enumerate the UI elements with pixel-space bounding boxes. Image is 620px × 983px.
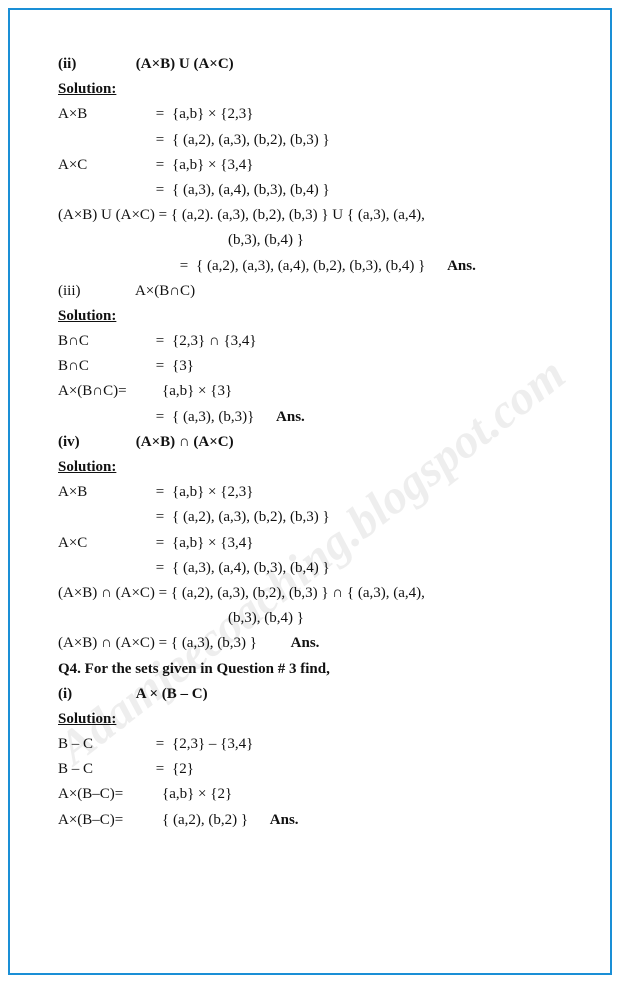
part-iv-header: (iv) (A×B) ∩ (A×C) — [58, 430, 570, 455]
lhs: B∩C — [58, 329, 148, 354]
equals-sign: = — [148, 556, 172, 581]
part-ii-header: (ii) (A×B) U (A×C) — [58, 52, 570, 77]
equals-sign: = — [172, 254, 196, 279]
rhs-text: { (a,2), (a,3), (a,4), (b,2), (b,3), (b,… — [196, 258, 425, 274]
math-row: A×(B∩C)= {a,b} × {3} — [58, 379, 570, 404]
equals-sign: = — [148, 732, 172, 757]
equals-sign: = — [148, 531, 172, 556]
rhs: {a,b} × {3} — [162, 379, 570, 404]
part-ii-expr: (A×B) U (A×C) — [136, 56, 234, 72]
part-iii-num: (iii) — [58, 279, 132, 304]
ans-label: Ans. — [270, 812, 299, 828]
q4-part-i-header: (i) A × (B – C) — [58, 682, 570, 707]
lhs: A×B — [58, 102, 148, 127]
rhs: {a,b} × {3,4} — [172, 153, 570, 178]
lhs: A×(B–C)= — [58, 782, 162, 807]
page-wrap: Adamjeecoaching.blogspot.com (ii) (A×B) … — [0, 0, 620, 983]
math-row: A×C = {a,b} × {3,4} — [58, 531, 570, 556]
equals-sign: = — [148, 329, 172, 354]
math-row: (A×B) U (A×C) = { (a,2). (a,3), (b,2), (… — [58, 203, 570, 228]
equals-sign: = — [148, 354, 172, 379]
math-row: = { (a,2), (a,3), (b,2), (b,3) } — [58, 505, 570, 530]
rhs-text: { (a,2), (b,2) } — [162, 812, 248, 828]
lhs: A×C — [58, 153, 148, 178]
math-row-cont: (b,3), (b,4) } — [58, 606, 570, 631]
equals-sign: = — [148, 178, 172, 203]
rhs: {a,b} × {2,3} — [172, 480, 570, 505]
equals-sign: = — [148, 153, 172, 178]
rhs: { (a,2), (b,2) } Ans. — [162, 808, 570, 833]
rhs-text: { (a,3), (b,3)} — [172, 409, 254, 425]
rhs: { (a,3), (a,4), (b,3), (b,4) } — [172, 556, 570, 581]
math-row: = { (a,2), (a,3), (b,2), (b,3) } — [58, 128, 570, 153]
solution-heading: Solution: — [58, 455, 570, 480]
rhs: {2} — [172, 757, 570, 782]
rhs: { (a,2), (a,3), (b,2), (b,3) } — [172, 128, 570, 153]
math-row: A×B = {a,b} × {2,3} — [58, 102, 570, 127]
math-row: = { (a,2), (a,3), (a,4), (b,2), (b,3), (… — [58, 254, 570, 279]
lhs: A×B — [58, 480, 148, 505]
rhs: {a,b} × {2} — [162, 782, 570, 807]
math-row: = { (a,3), (a,4), (b,3), (b,4) } — [58, 178, 570, 203]
rhs: {2,3} ∩ {3,4} — [172, 329, 570, 354]
math-row: B – C = {2,3} – {3,4} — [58, 732, 570, 757]
part-ii-num: (ii) — [58, 52, 132, 77]
page-border: Adamjeecoaching.blogspot.com (ii) (A×B) … — [8, 8, 612, 975]
math-row: = { (a,3), (a,4), (b,3), (b,4) } — [58, 556, 570, 581]
q4-i-num: (i) — [58, 682, 132, 707]
rhs: { (a,2), (a,3), (a,4), (b,2), (b,3), (b,… — [196, 254, 570, 279]
rhs: {a,b} × {3,4} — [172, 531, 570, 556]
document-content: (ii) (A×B) U (A×C) Solution: A×B = {a,b}… — [58, 52, 570, 833]
ans-label: Ans. — [276, 409, 305, 425]
rhs: { (a,3), (b,3)} Ans. — [172, 405, 570, 430]
rhs: { (a,3), (a,4), (b,3), (b,4) } — [172, 178, 570, 203]
equals-sign: = — [148, 128, 172, 153]
ans-label: Ans. — [291, 635, 320, 651]
lhs: A×(B∩C)= — [58, 379, 162, 404]
ans-label: Ans. — [447, 258, 476, 274]
rhs: {a,b} × {2,3} — [172, 102, 570, 127]
part-iv-num: (iv) — [58, 430, 132, 455]
part-iii-expr: A×(B∩C) — [135, 283, 195, 299]
math-row: A×(B–C)= {a,b} × {2} — [58, 782, 570, 807]
equals-sign: = — [148, 480, 172, 505]
solution-heading: Solution: — [58, 304, 570, 329]
equals-sign: = — [148, 102, 172, 127]
lhs: A×(B–C)= — [58, 808, 162, 833]
lhs: B – C — [58, 732, 148, 757]
q4-i-expr: A × (B – C) — [136, 686, 208, 702]
math-row: B∩C = {3} — [58, 354, 570, 379]
solution-heading: Solution: — [58, 77, 570, 102]
rhs: {3} — [172, 354, 570, 379]
math-text: (A×B) ∩ (A×C) = { (a,3), (b,3) } — [58, 635, 257, 651]
math-row: A×B = {a,b} × {2,3} — [58, 480, 570, 505]
math-row: = { (a,3), (b,3)} Ans. — [58, 405, 570, 430]
math-row: (A×B) ∩ (A×C) = { (a,3), (b,3) } Ans. — [58, 631, 570, 656]
rhs: {2,3} – {3,4} — [172, 732, 570, 757]
equals-sign: = — [148, 405, 172, 430]
solution-heading: Solution: — [58, 707, 570, 732]
rhs: { (a,2), (a,3), (b,2), (b,3) } — [172, 505, 570, 530]
math-row: B – C = {2} — [58, 757, 570, 782]
lhs: A×C — [58, 531, 148, 556]
math-row: A×C = {a,b} × {3,4} — [58, 153, 570, 178]
q4-heading: Q4. For the sets given in Question # 3 f… — [58, 657, 570, 682]
part-iii-header: (iii) A×(B∩C) — [58, 279, 570, 304]
lhs: B∩C — [58, 354, 148, 379]
math-row-cont: (b,3), (b,4) } — [58, 228, 570, 253]
equals-sign: = — [148, 505, 172, 530]
math-row: B∩C = {2,3} ∩ {3,4} — [58, 329, 570, 354]
lhs — [58, 254, 172, 279]
math-row: (A×B) ∩ (A×C) = { (a,2), (a,3), (b,2), (… — [58, 581, 570, 606]
lhs: B – C — [58, 757, 148, 782]
math-row: A×(B–C)= { (a,2), (b,2) } Ans. — [58, 808, 570, 833]
equals-sign: = — [148, 757, 172, 782]
part-iv-expr: (A×B) ∩ (A×C) — [136, 434, 234, 450]
